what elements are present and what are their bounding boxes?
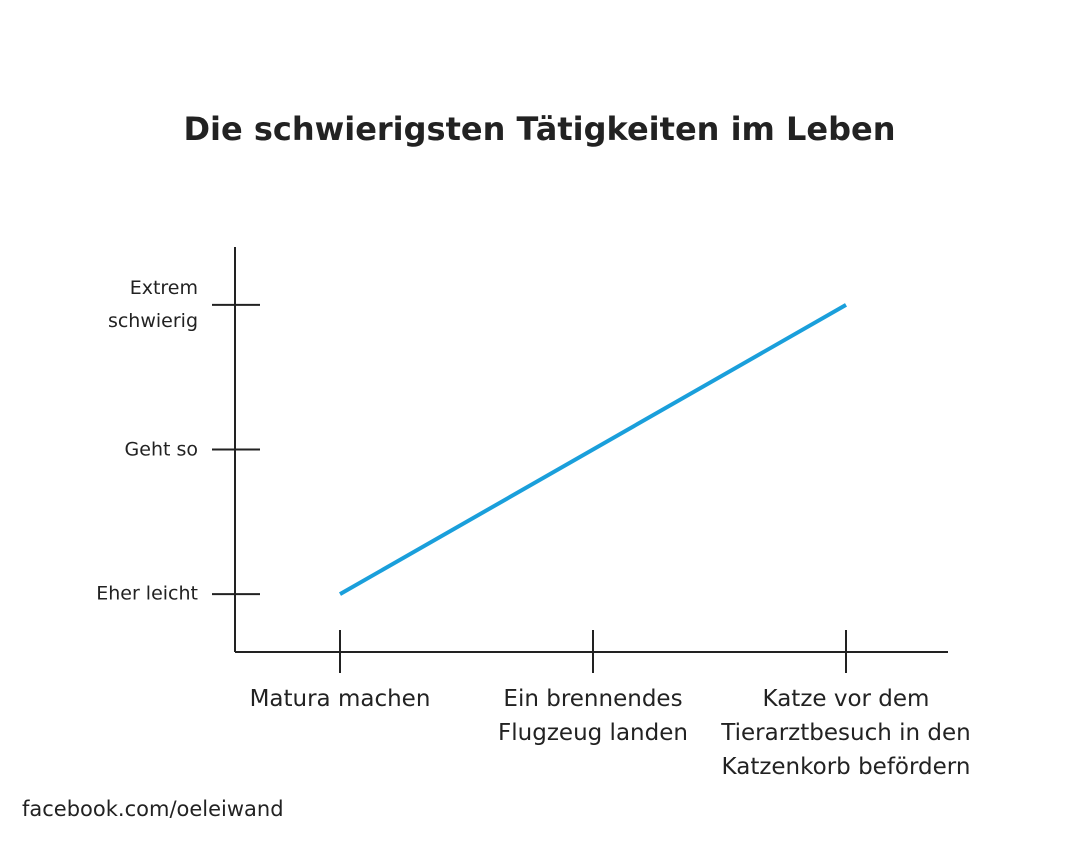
x-tick-label: Katze vor dem Tierarztbesuch in den Katz… bbox=[721, 686, 971, 780]
x-tick-label: Ein brennendes Flugzeug landen bbox=[498, 686, 688, 746]
line bbox=[339, 303, 847, 596]
y-tick-label: Eher leicht bbox=[96, 582, 198, 605]
x-tick-label: Matura machen bbox=[249, 686, 431, 712]
y-tick-label: Geht so bbox=[124, 438, 198, 460]
y-tick-label: Extrem schwierig bbox=[107, 276, 198, 332]
source: facebook.com/oeleiwand bbox=[22, 797, 284, 821]
chart-title: Die schwierigsten Tätigkeiten im Leben bbox=[183, 110, 896, 148]
